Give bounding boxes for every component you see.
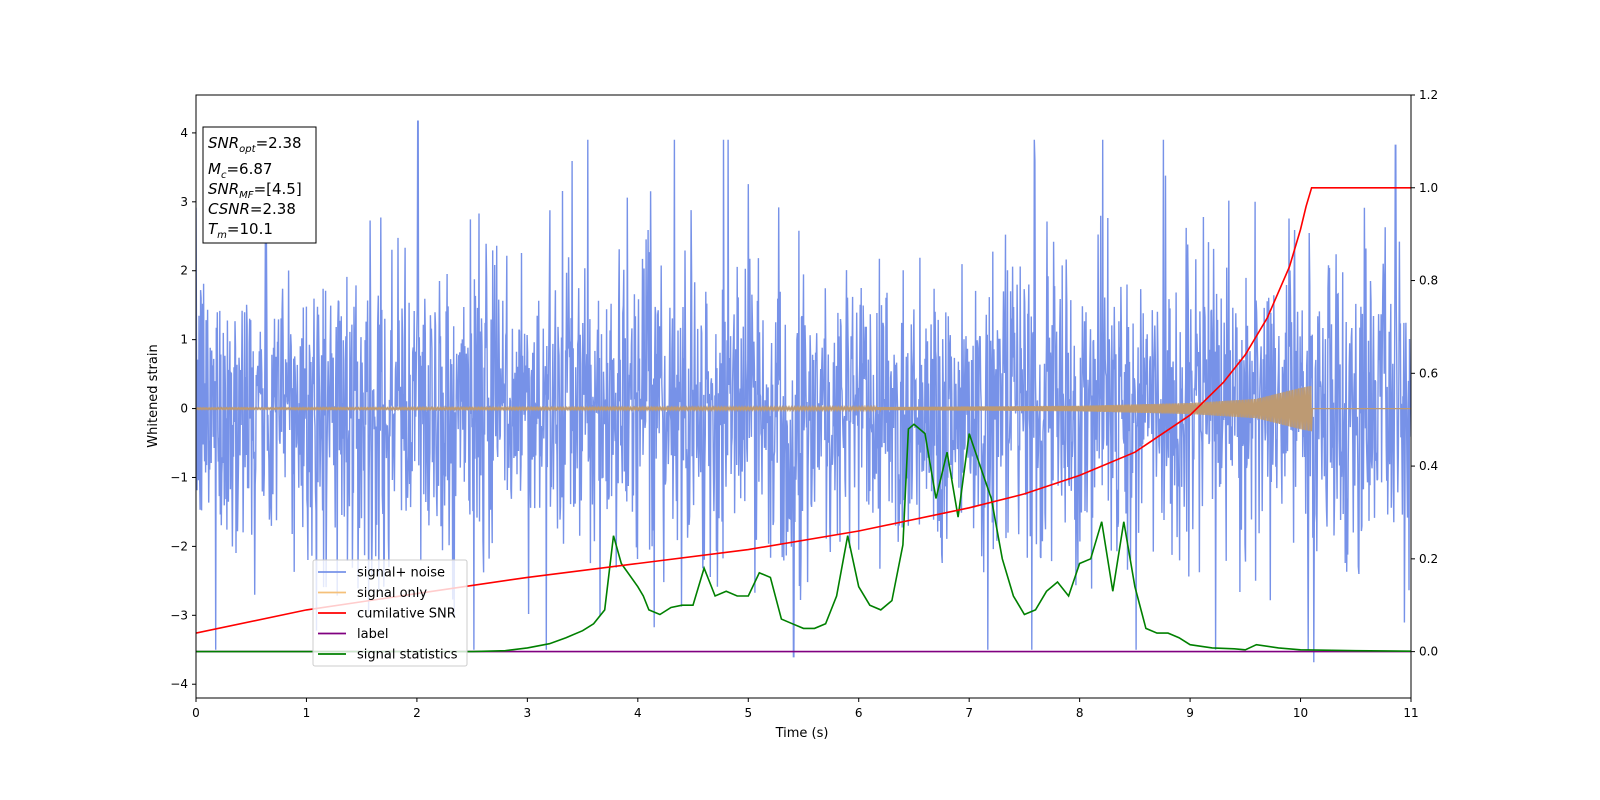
x-tick-label: 1: [303, 706, 311, 720]
plot-frame: [195, 94, 1412, 699]
y-axis-left: −4 −3 −2 −1 0 1 2 3 4: [170, 126, 196, 691]
y-left-tick-label: −4: [170, 677, 188, 691]
legend-label: signal statistics: [357, 648, 458, 663]
y-left-tick-label: −2: [170, 539, 188, 553]
info-tm: Tm=10.1: [208, 220, 273, 241]
y-right-tick-label: 0.0: [1419, 645, 1438, 659]
y-left-tick-label: 2: [180, 264, 188, 278]
x-axis-label: Time (s): [775, 726, 829, 741]
x-tick-label: 7: [965, 706, 973, 720]
signal-statistics-line: [196, 423, 1411, 653]
y-left-tick-label: −1: [170, 470, 188, 484]
x-tick-label: 3: [524, 706, 532, 720]
y-left-tick-label: 4: [180, 126, 188, 140]
x-tick-label: 9: [1186, 706, 1194, 720]
info-chirp-mass: Mc=6.87: [208, 160, 272, 181]
x-tick-label: 5: [744, 706, 752, 720]
x-tick-label: 8: [1076, 706, 1084, 720]
y-right-tick-label: 0.6: [1419, 366, 1438, 380]
y-right-tick-label: 1.2: [1419, 88, 1438, 102]
y-right-tick-label: 1.0: [1419, 181, 1438, 195]
y-right-tick-label: 0.2: [1419, 552, 1438, 566]
info-box: SNRopt=2.38 Mc=6.87 SNRMF=[4.5] CSNR=2.3…: [202, 126, 317, 244]
x-tick-label: 11: [1403, 706, 1418, 720]
y-left-tick-label: 0: [180, 402, 188, 416]
x-tick-label: 0: [192, 706, 200, 720]
y-axis-right: 0.0 0.2 0.4 0.6 0.8 1.0 1.2: [1411, 88, 1438, 659]
x-axis: 0 1 2 3 4 5 6 7 8 9 10 11: [192, 698, 1419, 720]
y-left-tick-label: 3: [180, 195, 188, 209]
legend-label: signal only: [357, 586, 427, 601]
y-left-tick-label: 1: [180, 333, 188, 347]
y-left-tick-label: −3: [170, 608, 188, 622]
info-snr-opt: SNRopt=2.38: [208, 134, 302, 155]
x-tick-label: 2: [413, 706, 421, 720]
y-right-tick-label: 0.4: [1419, 459, 1438, 473]
cumulative-snr-line: [196, 187, 1411, 634]
signal-only-line: [196, 385, 1411, 432]
legend-label: signal+ noise: [357, 566, 445, 581]
legend-label: label: [357, 627, 388, 642]
x-tick-label: 6: [855, 706, 863, 720]
y-axis-label: Whitened strain: [146, 344, 161, 447]
y-right-tick-label: 0.8: [1419, 274, 1438, 288]
x-tick-label: 4: [634, 706, 642, 720]
x-tick-label: 10: [1293, 706, 1308, 720]
info-csnr: CSNR=2.38: [208, 200, 296, 218]
legend: signal+ noise signal only cumilative SNR la…: [312, 559, 468, 667]
info-snr-mf: SNRMF=[4.5]: [208, 180, 302, 201]
legend-label: cumilative SNR: [357, 607, 456, 622]
signal-noise-line: [196, 120, 1411, 663]
